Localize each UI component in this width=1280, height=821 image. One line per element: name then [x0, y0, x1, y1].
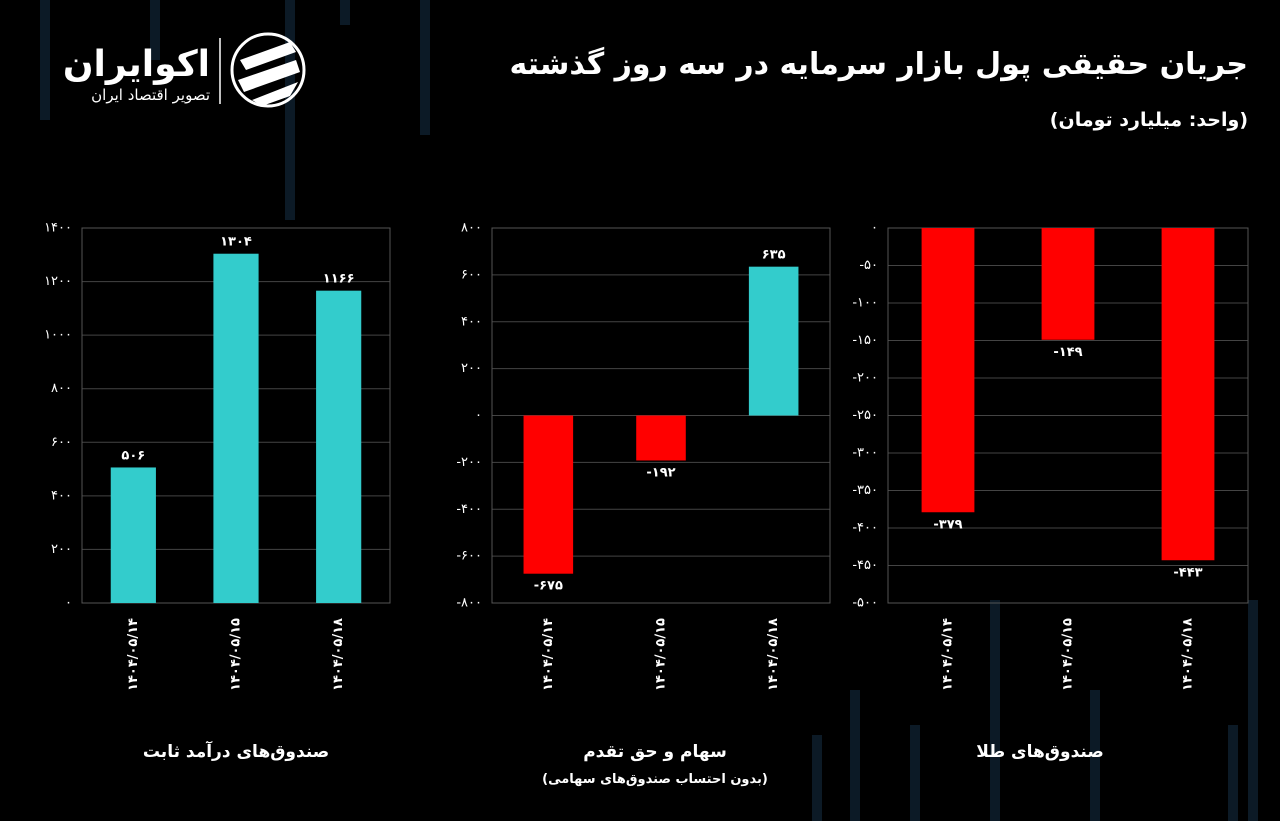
logo-icon: [230, 32, 306, 108]
y-tick-label: ۰: [871, 221, 878, 236]
chart-title: صندوق‌های طلا: [976, 742, 1104, 762]
brand-tagline: تصویر اقتصاد ایران: [91, 86, 210, 104]
chart-subtitle: (بدون احتساب صندوق‌های سهامی): [542, 772, 768, 787]
y-tick-label: ۰: [65, 596, 72, 611]
x-tick-label: ۱۴۰۴/۰۵/۱۴: [541, 618, 556, 691]
y-tick-label: -۸۰۰: [456, 596, 482, 611]
x-tick-label: ۱۴۰۴/۰۵/۱۵: [1061, 618, 1076, 691]
x-tick-label: ۱۴۰۴/۰۵/۱۴: [126, 618, 141, 691]
bar: [748, 266, 799, 416]
bar: [316, 290, 362, 603]
y-tick-label: ۲۰۰: [461, 361, 482, 376]
y-tick-label: -۵۰: [859, 258, 878, 273]
y-tick-label: ۶۰۰: [51, 435, 72, 450]
value-label: -۱۴۹: [1053, 345, 1082, 360]
x-tick-label: ۱۴۰۴/۰۵/۱۵: [654, 618, 669, 691]
y-tick-label: -۲۵۰: [852, 408, 878, 423]
y-tick-label: -۴۵۰: [852, 558, 878, 573]
bar: [523, 415, 574, 574]
chart-title: صندوق‌های درآمد ثابت: [143, 740, 329, 762]
y-tick-label: -۱۰۰: [852, 296, 878, 311]
y-tick-label: ۱۰۰۰: [44, 328, 72, 343]
x-tick-label: ۱۴۰۴/۰۵/۱۵: [229, 618, 244, 691]
bar: [110, 467, 156, 603]
value-label: ۱۳۰۴: [220, 235, 252, 250]
plot-frame: [491, 227, 831, 604]
bar: [636, 415, 686, 461]
y-tick-label: -۶۰۰: [456, 549, 482, 564]
bar: [921, 228, 975, 513]
y-tick-label: ۸۰۰: [51, 381, 72, 396]
value-label: ۶۳۵: [762, 248, 786, 263]
x-tick-label: ۱۴۰۴/۰۵/۱۴: [941, 618, 956, 691]
charts: ۰ ۲۰۰ ۴۰۰ ۶۰۰ ۸۰۰ ۱۰۰۰ ۱۲۰۰ ۱۴۰۰ ۵۰۶ ۱۴۰۴/۰۵/۱۴ ۱۳…: [44, 221, 1249, 787]
decor-bars: [40, 0, 1258, 821]
y-tick-label: -۴۰۰: [852, 521, 878, 536]
y-tick-label: ۰: [475, 408, 482, 423]
y-tick-label: -۳۰۰: [852, 446, 878, 461]
y-tick-label: ۲۰۰: [51, 542, 72, 557]
y-tick-label: -۳۵۰: [852, 483, 878, 498]
y-tick-label: ۸۰۰: [461, 221, 482, 236]
unit-note: (واحد: میلیارد تومان): [1050, 109, 1248, 131]
value-label: ۱۱۶۶: [323, 272, 355, 287]
chart-title: سهام و حق تقدم: [583, 742, 727, 762]
brand-name: اکوایران: [63, 44, 210, 85]
y-tick-label: -۱۵۰: [852, 333, 878, 348]
y-tick-label: -۴۰۰: [456, 502, 482, 517]
y-tick-label: ۱۴۰۰: [44, 221, 72, 236]
y-tick-label: -۵۰۰: [852, 596, 878, 611]
value-label: -۴۴۳: [1173, 565, 1202, 580]
bar: [213, 253, 259, 603]
y-tick-label: ۴۰۰: [51, 488, 72, 503]
value-label: -۱۹۲: [646, 466, 675, 481]
y-tick-label: ۴۰۰: [461, 314, 482, 329]
y-tick-label: ۱۲۰۰: [44, 274, 72, 289]
y-tick-label: -۲۰۰: [852, 371, 878, 386]
value-label: -۶۷۵: [534, 579, 563, 594]
bar: [1161, 228, 1215, 561]
bar: [1041, 228, 1095, 340]
x-tick-label: ۱۴۰۴/۰۵/۱۸: [331, 618, 346, 691]
y-tick-label: ۶۰۰: [461, 267, 482, 282]
value-label: -۳۷۹: [933, 517, 962, 532]
value-label: ۵۰۶: [121, 448, 145, 463]
y-tick-label: -۲۰۰: [456, 455, 482, 470]
x-tick-label: ۱۴۰۴/۰۵/۱۸: [1181, 618, 1196, 691]
page-title: جریان حقیقی پول بازار سرمایه در سه روز گ…: [509, 46, 1248, 82]
x-tick-label: ۱۴۰۴/۰۵/۱۸: [766, 618, 781, 691]
